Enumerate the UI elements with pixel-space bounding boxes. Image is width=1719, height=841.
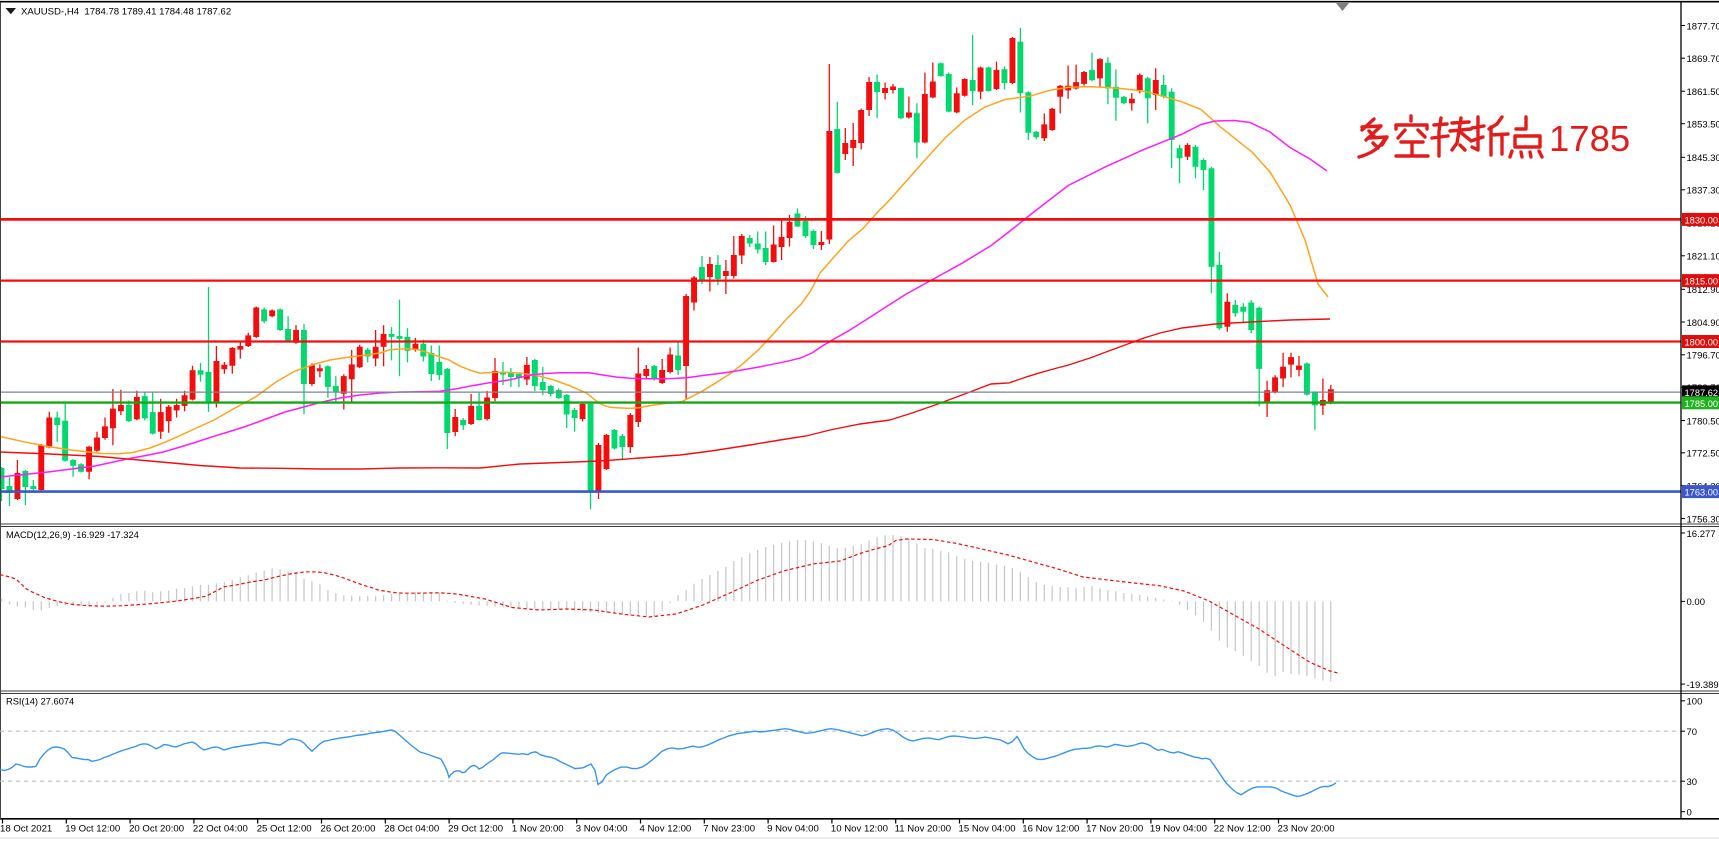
svg-text:1804.90: 1804.90: [1687, 318, 1719, 329]
svg-text:1785.00: 1785.00: [1685, 399, 1719, 409]
svg-text:1853.50: 1853.50: [1687, 120, 1719, 131]
svg-text:11 Nov 20:00: 11 Nov 20:00: [895, 824, 951, 835]
svg-text:1800.00: 1800.00: [1685, 338, 1719, 348]
svg-text:1796.70: 1796.70: [1687, 351, 1719, 362]
svg-text:1821.10: 1821.10: [1687, 252, 1719, 263]
svg-text:1877.70: 1877.70: [1687, 21, 1719, 32]
svg-text:19 Oct 12:00: 19 Oct 12:00: [65, 824, 120, 835]
svg-text:18 Oct 2021: 18 Oct 2021: [0, 824, 52, 835]
svg-text:1830.00: 1830.00: [1685, 215, 1719, 225]
svg-text:17 Nov 20:00: 17 Nov 20:00: [1086, 824, 1143, 835]
svg-text:RSI(14) 27.6074: RSI(14) 27.6074: [6, 697, 74, 707]
svg-text:1780.50: 1780.50: [1687, 416, 1719, 427]
svg-text:9 Nov 04:00: 9 Nov 04:00: [767, 824, 819, 835]
svg-text:1815.00: 1815.00: [1685, 277, 1719, 287]
svg-text:4 Nov 12:00: 4 Nov 12:00: [640, 824, 692, 835]
svg-text:-19.389: -19.389: [1687, 680, 1719, 691]
svg-text:28 Oct 04:00: 28 Oct 04:00: [384, 824, 439, 835]
svg-text:26 Oct 20:00: 26 Oct 20:00: [321, 824, 376, 835]
svg-text:1756.30: 1756.30: [1687, 514, 1719, 525]
svg-text:MACD(12,26,9) -16.929 -17.324: MACD(12,26,9) -16.929 -17.324: [6, 530, 139, 540]
svg-text:16 Nov 12:00: 16 Nov 12:00: [1022, 824, 1079, 835]
svg-text:1845.30: 1845.30: [1687, 153, 1719, 164]
svg-text:1763.00: 1763.00: [1685, 488, 1719, 498]
svg-text:23 Nov 20:00: 23 Nov 20:00: [1278, 824, 1335, 835]
svg-text:1785: 1785: [1549, 118, 1630, 159]
svg-text:XAUUSD-,H4 1784.78 1789.41 17: XAUUSD-,H4 1784.78 1789.41 1784.48 1787.…: [21, 7, 231, 18]
svg-text:22 Nov 12:00: 22 Nov 12:00: [1214, 824, 1271, 835]
svg-text:0.00: 0.00: [1687, 597, 1706, 608]
svg-text:1787.62: 1787.62: [1685, 388, 1719, 398]
svg-text:30: 30: [1687, 777, 1698, 788]
svg-text:1837.30: 1837.30: [1687, 186, 1719, 197]
svg-text:16.277: 16.277: [1687, 529, 1716, 540]
svg-text:70: 70: [1687, 727, 1698, 738]
svg-text:100: 100: [1687, 697, 1703, 708]
svg-text:1772.50: 1772.50: [1687, 449, 1719, 460]
svg-text:3 Nov 04:00: 3 Nov 04:00: [576, 824, 628, 835]
svg-text:0: 0: [1687, 808, 1692, 819]
svg-text:1 Nov 20:00: 1 Nov 20:00: [512, 824, 564, 835]
svg-text:10 Nov 12:00: 10 Nov 12:00: [831, 824, 888, 835]
svg-text:29 Oct 12:00: 29 Oct 12:00: [448, 824, 503, 835]
svg-text:1812.90: 1812.90: [1687, 285, 1719, 296]
svg-text:20 Oct 20:00: 20 Oct 20:00: [129, 824, 184, 835]
svg-text:1869.70: 1869.70: [1687, 54, 1719, 65]
svg-text:7 Nov 23:00: 7 Nov 23:00: [703, 824, 755, 835]
svg-text:19 Nov 04:00: 19 Nov 04:00: [1150, 824, 1207, 835]
svg-text:15 Nov 04:00: 15 Nov 04:00: [959, 824, 1016, 835]
svg-text:22 Oct 04:00: 22 Oct 04:00: [193, 824, 248, 835]
svg-text:25 Oct 12:00: 25 Oct 12:00: [257, 824, 312, 835]
svg-text:1861.50: 1861.50: [1687, 87, 1719, 98]
